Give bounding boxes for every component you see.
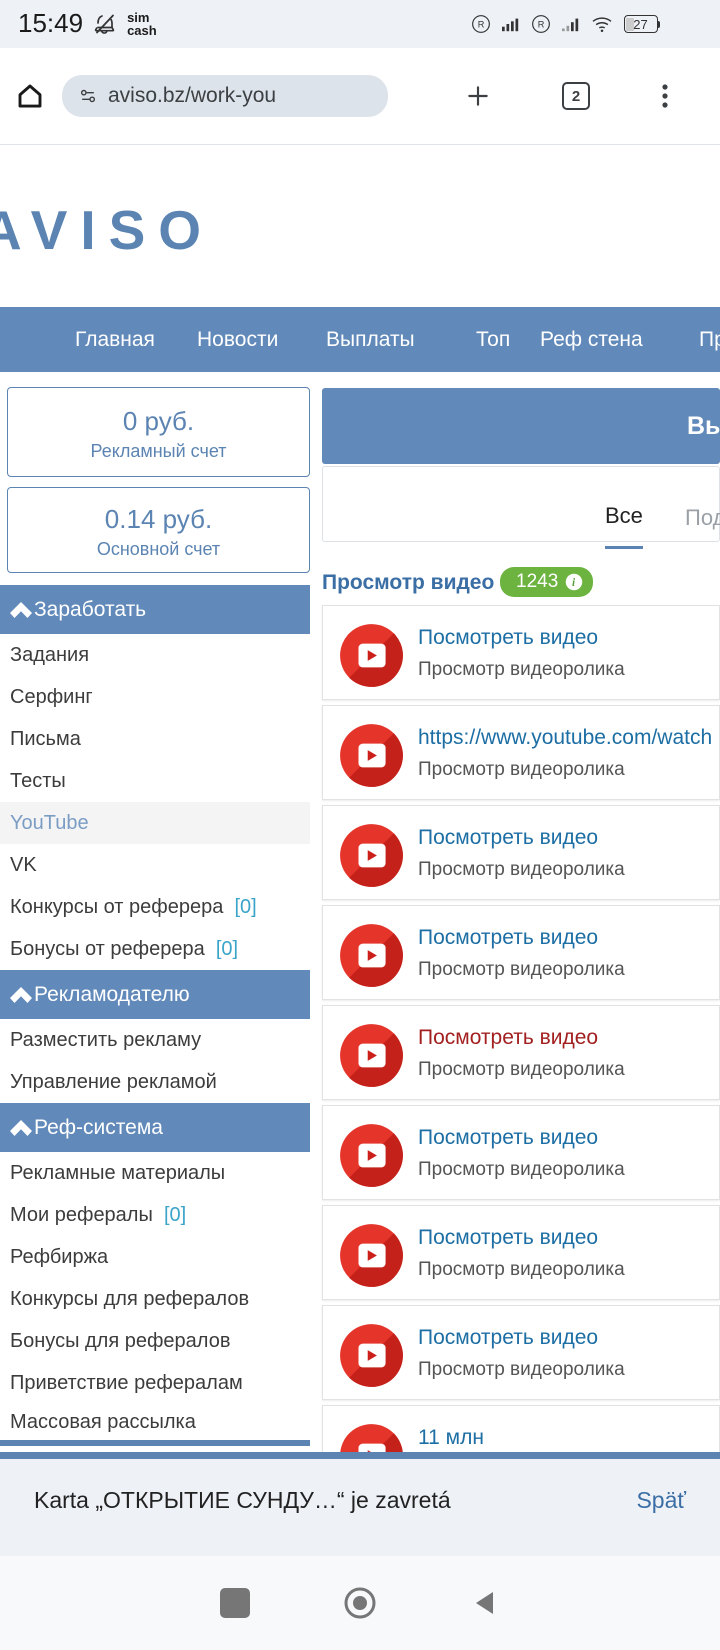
svg-text:R: R — [477, 19, 484, 29]
svg-text:R: R — [537, 19, 544, 29]
